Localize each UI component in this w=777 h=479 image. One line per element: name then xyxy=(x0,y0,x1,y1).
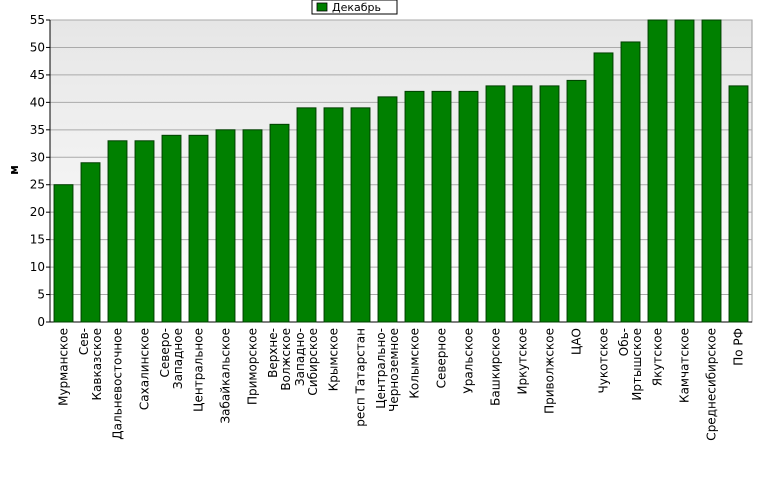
bar xyxy=(80,162,101,323)
bar xyxy=(53,184,74,323)
bar xyxy=(485,85,506,323)
x-tick-label: Северо-Западное xyxy=(158,328,185,389)
x-tick-label: Камчатское xyxy=(678,328,692,403)
x-tick-label: Обь-Иртышское xyxy=(617,328,644,401)
plot-area xyxy=(49,19,753,323)
x-tick-label: респ Татарстан xyxy=(354,328,368,427)
x-tick-label: Уральское xyxy=(462,328,476,394)
y-tick-label: 45 xyxy=(30,68,45,82)
bar xyxy=(107,140,128,323)
bar xyxy=(728,85,749,323)
y-axis-label: м xyxy=(7,165,21,175)
x-tick-label: Приморское xyxy=(246,328,260,405)
bar xyxy=(620,41,641,323)
x-tick-label: Башкирское xyxy=(489,328,503,406)
bar xyxy=(215,129,236,323)
bar xyxy=(512,85,533,323)
x-tick-label: Чукотское xyxy=(597,328,611,393)
x-tick-label: Якутское xyxy=(651,328,665,386)
bar xyxy=(431,90,452,323)
x-tick-label: Западно-Сибирское xyxy=(293,328,320,396)
x-tick-label: Колымское xyxy=(408,328,422,399)
y-tick-label: 5 xyxy=(37,288,45,302)
y-tick-label: 25 xyxy=(30,178,45,192)
x-tick-label: Приволжское xyxy=(543,328,557,414)
x-tick-label: По РФ xyxy=(732,328,746,366)
bar xyxy=(188,134,209,323)
legend-swatch xyxy=(316,2,328,12)
y-tick-label: 20 xyxy=(30,205,45,219)
x-tick-label: Крымское xyxy=(327,328,341,391)
x-tick-label: Иркутское xyxy=(516,328,530,395)
x-tick-label: Сахалинское xyxy=(138,328,152,410)
bar xyxy=(134,140,155,323)
bar xyxy=(377,96,398,323)
x-tick-label: Среднесибирское xyxy=(705,328,719,441)
bar xyxy=(539,85,560,323)
x-tick-label: Сев-Кавказское xyxy=(77,328,104,401)
bar xyxy=(566,79,587,323)
x-tick-label: Центрально-Черноземное xyxy=(374,328,401,412)
x-tick-label: Верхне-Волжское xyxy=(266,328,293,391)
x-tick-label: Забайкальское xyxy=(219,328,233,424)
y-tick-label: 50 xyxy=(30,40,45,54)
bar xyxy=(323,107,344,323)
bar xyxy=(242,129,263,323)
y-tick-label: 35 xyxy=(30,123,45,137)
y-tick-label: 30 xyxy=(30,150,45,164)
x-tick-label: ЦАО xyxy=(570,328,584,355)
bar xyxy=(350,107,371,323)
bar xyxy=(647,19,668,323)
x-tick-label: Северное xyxy=(435,328,449,388)
legend-label: Декабрь xyxy=(332,1,381,14)
y-tick-label: 0 xyxy=(37,315,45,329)
legend: Декабрь xyxy=(311,0,398,15)
bar xyxy=(269,123,290,323)
x-tick-label: Мурманское xyxy=(57,328,71,406)
x-tick-label: Центральное xyxy=(192,328,206,412)
bar xyxy=(701,19,722,323)
y-tick-label: 15 xyxy=(30,233,45,247)
y-tick-label: 55 xyxy=(30,13,45,27)
bar xyxy=(674,19,695,323)
y-tick-label: 10 xyxy=(30,260,45,274)
bar xyxy=(458,90,479,323)
bar xyxy=(593,52,614,323)
y-tick-label: 40 xyxy=(30,95,45,109)
x-tick-label: Дальневосточное xyxy=(111,328,125,440)
bar xyxy=(296,107,317,323)
legend-box xyxy=(311,0,398,15)
bar xyxy=(161,134,182,323)
bar xyxy=(404,90,425,323)
